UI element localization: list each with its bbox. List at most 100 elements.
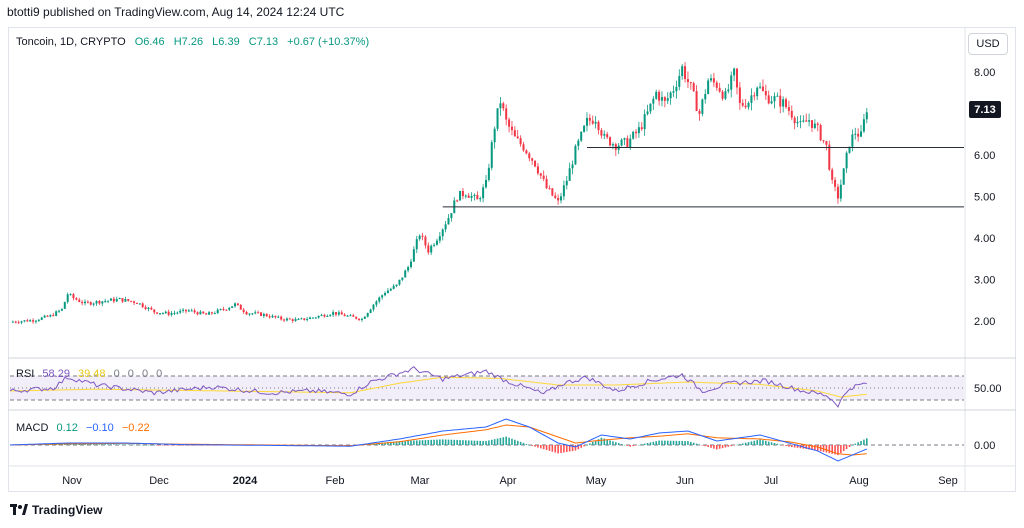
macd-histogram-bar: [632, 445, 634, 447]
time-tick-label: Aug: [849, 475, 869, 487]
macd-line-value: −0.10: [85, 422, 114, 434]
candle-body: [620, 139, 623, 146]
candle-body: [300, 318, 303, 320]
candle-body: [712, 78, 715, 83]
candle-body: [733, 68, 736, 76]
macd-histogram-bar: [638, 444, 640, 446]
candle-body: [130, 300, 133, 302]
macd-histogram-bar: [672, 440, 675, 445]
candle-body: [78, 299, 81, 302]
macd-histogram-bar: [110, 444, 112, 445]
candle-body: [499, 103, 502, 109]
candle-body: [715, 82, 718, 88]
macd-histogram-bar: [788, 445, 790, 447]
macd-histogram-bar: [655, 441, 658, 445]
macd-histogram-bar: [522, 442, 525, 445]
macd-histogram-bar: [502, 437, 505, 445]
macd-histogram-bar: [640, 444, 643, 445]
candle-body: [176, 312, 179, 314]
candle-body: [173, 312, 176, 314]
candle-body: [583, 125, 586, 132]
candle-body: [219, 309, 222, 311]
macd-histogram-bar: [127, 444, 130, 445]
chart-frame[interactable]: [8, 27, 1016, 492]
macd-histogram-bar: [87, 444, 89, 445]
candle-body: [597, 121, 600, 131]
tradingview-brand[interactable]: TradingView: [10, 503, 102, 517]
candle-body: [516, 136, 519, 139]
macd-name: MACD: [16, 422, 49, 434]
macd-histogram-bar: [392, 441, 395, 445]
candle-body: [228, 307, 231, 310]
macd-histogram-bar: [814, 445, 816, 451]
candle-body: [254, 312, 257, 314]
candle-body: [317, 315, 320, 318]
candle-body: [684, 66, 687, 80]
candle-body: [179, 310, 182, 313]
macd-histogram-bar: [64, 443, 66, 445]
macd-line: [9, 418, 867, 462]
symbol-legend[interactable]: Toncoin, 1D, CRYPTO O6.46 H7.26 L6.39 C7…: [16, 36, 375, 48]
macd-histogram-bar: [525, 443, 528, 445]
macd-histogram-bar: [577, 445, 580, 450]
candle-body: [585, 117, 588, 126]
candle-body: [277, 316, 280, 318]
macd-histogram-bar: [55, 444, 57, 445]
candle-body: [594, 121, 597, 124]
macd-histogram-bar: [173, 445, 176, 446]
candle-body: [611, 144, 614, 146]
candle-body: [343, 314, 346, 317]
macd-histogram-bar: [591, 442, 594, 445]
macd-histogram-bar: [418, 440, 421, 445]
candle-body: [320, 314, 323, 316]
candle-body: [314, 317, 317, 319]
rsi-legend[interactable]: RSI 58.29 39.48 0 0 0 0: [16, 368, 167, 380]
macd-histogram-bar: [661, 440, 663, 445]
candle-body: [773, 96, 776, 102]
candle-body: [384, 293, 387, 296]
candle-body: [710, 78, 713, 81]
macd-histogram-bar: [95, 444, 98, 445]
candle-body: [303, 318, 306, 320]
candle-body: [753, 95, 756, 97]
macd-legend[interactable]: MACD 0.12 −0.10 −0.22: [16, 422, 155, 434]
candle-body: [161, 313, 164, 315]
candle-body: [810, 120, 813, 128]
candle-body: [828, 144, 831, 170]
candle-body: [854, 133, 857, 135]
macd-histogram-bar: [387, 442, 389, 445]
candle-body: [603, 134, 606, 136]
macd-histogram-bar: [597, 439, 600, 445]
candle-body: [323, 314, 326, 317]
rsi-line: [9, 366, 867, 408]
macd-histogram-bar: [540, 445, 542, 449]
candle-body: [306, 319, 309, 321]
candle-body: [779, 95, 782, 107]
currency-button[interactable]: USD: [968, 33, 1008, 55]
macd-histogram-bar: [141, 444, 144, 446]
macd-histogram-bar: [153, 445, 156, 446]
macd-histogram-bar: [704, 445, 707, 447]
candle-body: [101, 301, 104, 304]
macd-histogram-bar: [589, 443, 591, 445]
macd-histogram-bar: [84, 444, 86, 445]
macd-histogram-bar: [586, 444, 588, 446]
candle-body: [409, 261, 413, 268]
candle-body: [542, 175, 545, 179]
candle-body: [268, 316, 271, 318]
macd-histogram-bar: [825, 445, 828, 453]
time-tick-label: Sep: [938, 475, 958, 487]
candle-body: [450, 213, 453, 219]
macd-histogram-bar: [560, 445, 562, 453]
macd-histogram-bar: [793, 445, 796, 448]
candle-body: [182, 309, 185, 311]
macd-histogram-bar: [144, 444, 147, 446]
candle-body: [825, 141, 828, 145]
macd-histogram-bar: [427, 439, 430, 445]
macd-histogram-bar: [164, 445, 167, 446]
macd-histogram-bar: [785, 445, 787, 446]
time-tick-label: Jul: [764, 475, 778, 487]
macd-histogram-bar: [447, 439, 450, 445]
macd-histogram-bar: [646, 442, 649, 445]
